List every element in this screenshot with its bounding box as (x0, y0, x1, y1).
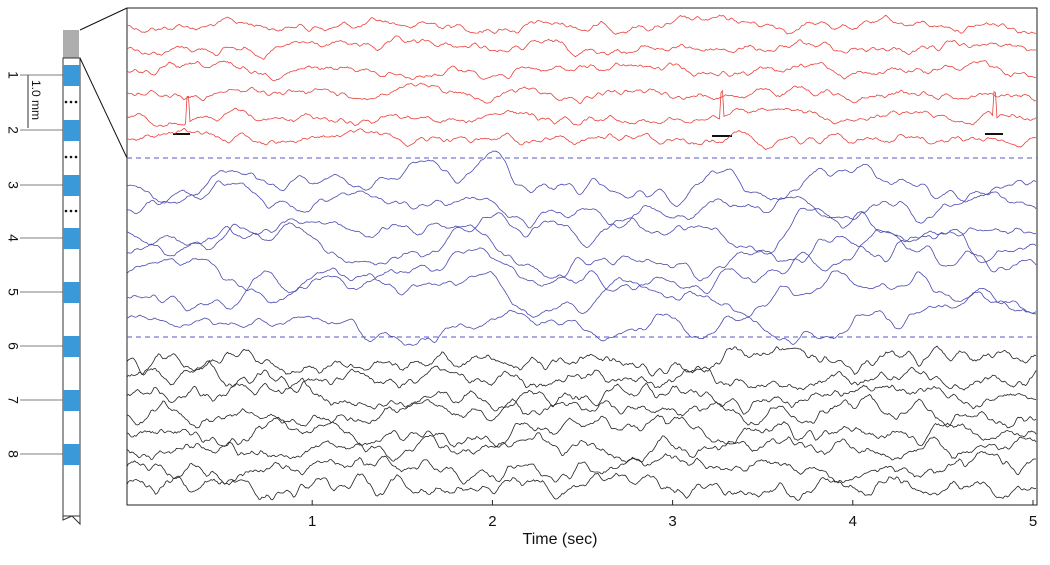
eeg-trace (126, 267, 1037, 318)
eeg-trace (126, 150, 1037, 207)
eeg-trace (126, 82, 1037, 105)
eeg-trace (126, 222, 1037, 282)
electrode-contact (63, 65, 80, 86)
eeg-trace (126, 377, 1037, 415)
eeg-trace (126, 228, 1037, 304)
electrode-label: 8 (5, 450, 21, 458)
spike-markers (173, 133, 1003, 137)
eeg-trace (126, 360, 1037, 393)
eeg-trace (126, 14, 1037, 35)
x-tick-label: 3 (668, 513, 676, 530)
zoom-lines (79, 7, 128, 159)
electrode-label: 6 (5, 342, 21, 350)
probe-tip (62, 515, 81, 526)
electrode-label: 4 (5, 234, 21, 242)
x-axis-label: Time (sec) (523, 531, 598, 548)
x-tick-label: 4 (849, 513, 857, 530)
electrode-contact (63, 444, 80, 465)
probe-dots (64, 100, 78, 213)
electrode-contact (63, 336, 80, 357)
electrode-contact (63, 282, 80, 303)
electrode-label: 1 (5, 71, 21, 79)
eeg-trace (126, 180, 1037, 229)
electrode-contact (63, 390, 80, 411)
eeg-trace (126, 393, 1037, 429)
x-tick-label: 1 (308, 513, 316, 530)
eeg-trace (126, 35, 1037, 60)
eeg-trace (126, 450, 1037, 486)
electrode-contact (63, 120, 80, 141)
electrode-contact (63, 175, 80, 196)
plot-frame (126, 7, 1038, 506)
eeg-trace (126, 432, 1037, 464)
electrode-label: 5 (5, 288, 21, 296)
eeg-trace (126, 89, 1037, 127)
electrode-contact (63, 228, 80, 249)
electrode-label: 7 (5, 396, 21, 404)
eeg-trace (126, 207, 1037, 257)
eeg-trace (126, 472, 1037, 501)
electrode-label: 2 (5, 126, 21, 134)
scale-label: 1.0 mm (29, 80, 43, 120)
electrode-label: 3 (5, 181, 21, 189)
x-tick-label: 2 (488, 513, 496, 530)
x-tick-label: 5 (1029, 513, 1037, 530)
eeg-trace (126, 291, 1036, 346)
probe-wires (63, 30, 79, 58)
eeg-trace (126, 345, 1037, 377)
eeg-trace (126, 414, 1037, 448)
eeg-trace (126, 127, 1037, 151)
eeg-trace (126, 60, 1037, 82)
